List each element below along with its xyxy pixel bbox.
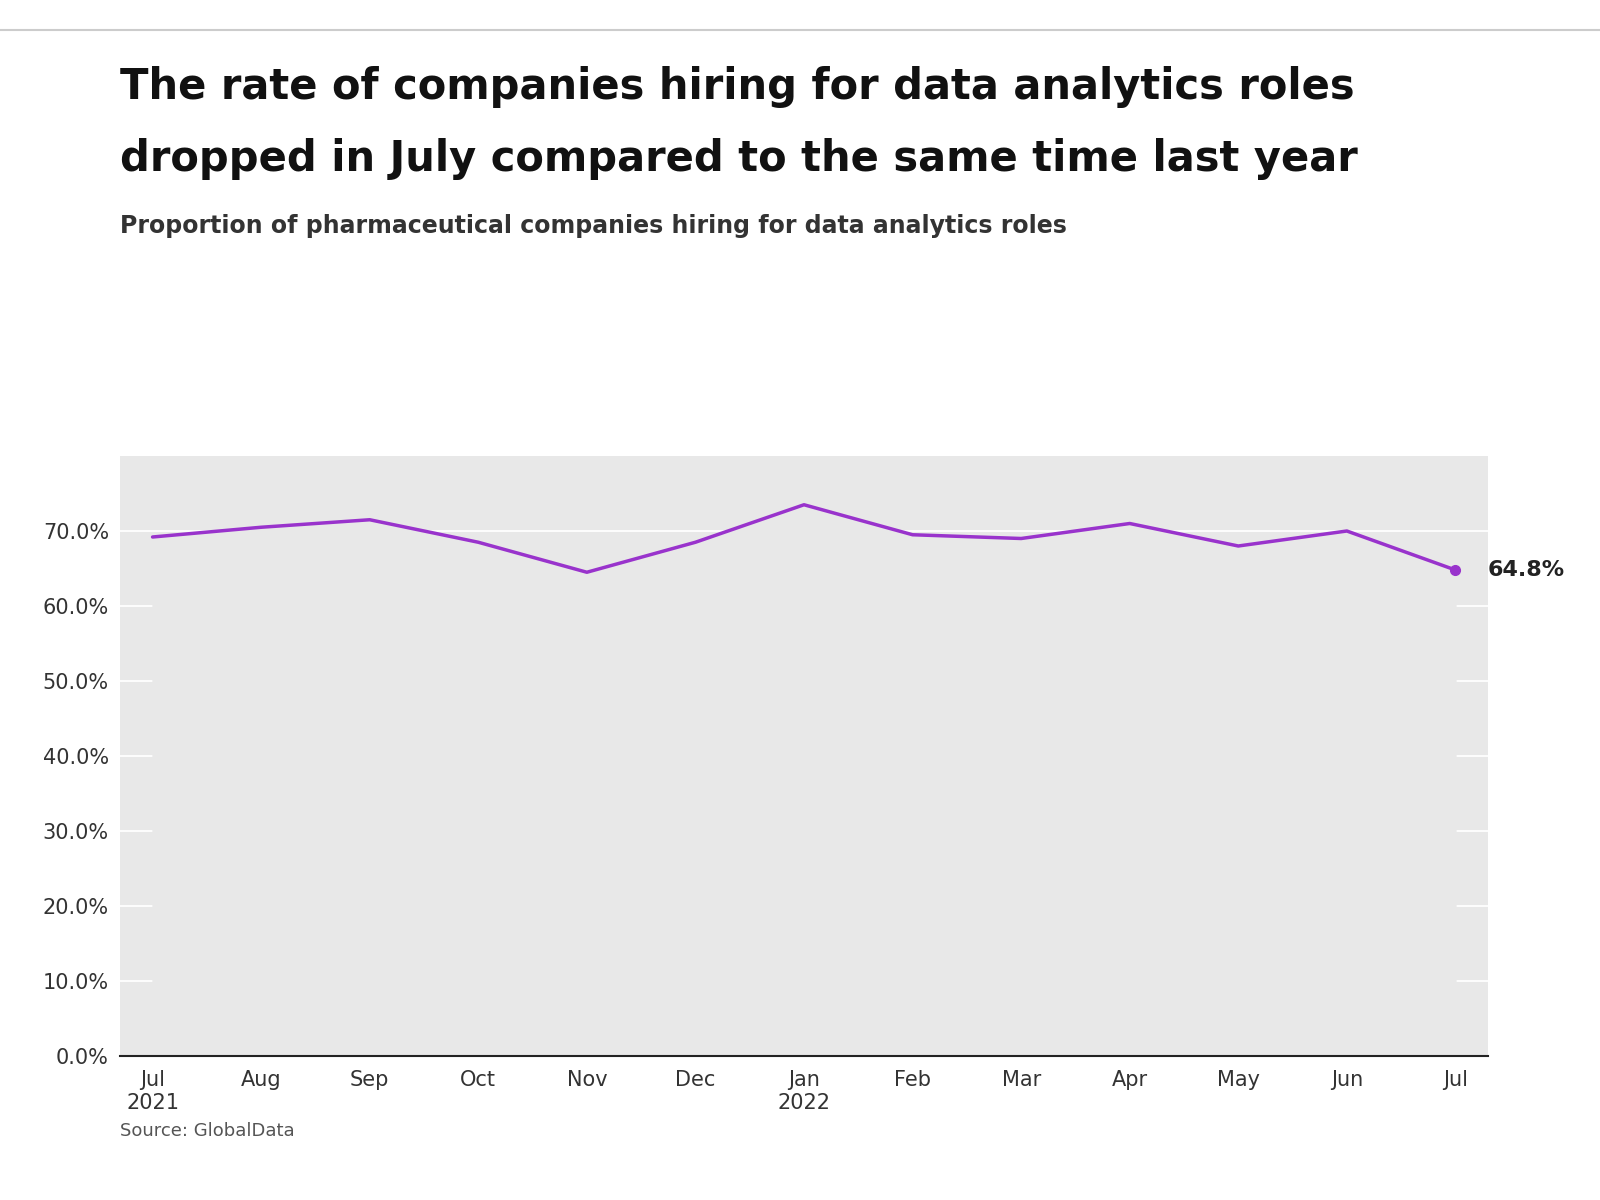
Text: 64.8%: 64.8% bbox=[1488, 560, 1565, 580]
Text: Proportion of pharmaceutical companies hiring for data analytics roles: Proportion of pharmaceutical companies h… bbox=[120, 214, 1067, 238]
Text: The rate of companies hiring for data analytics roles: The rate of companies hiring for data an… bbox=[120, 66, 1355, 108]
Text: dropped in July compared to the same time last year: dropped in July compared to the same tim… bbox=[120, 138, 1358, 180]
Text: Source: GlobalData: Source: GlobalData bbox=[120, 1122, 294, 1140]
